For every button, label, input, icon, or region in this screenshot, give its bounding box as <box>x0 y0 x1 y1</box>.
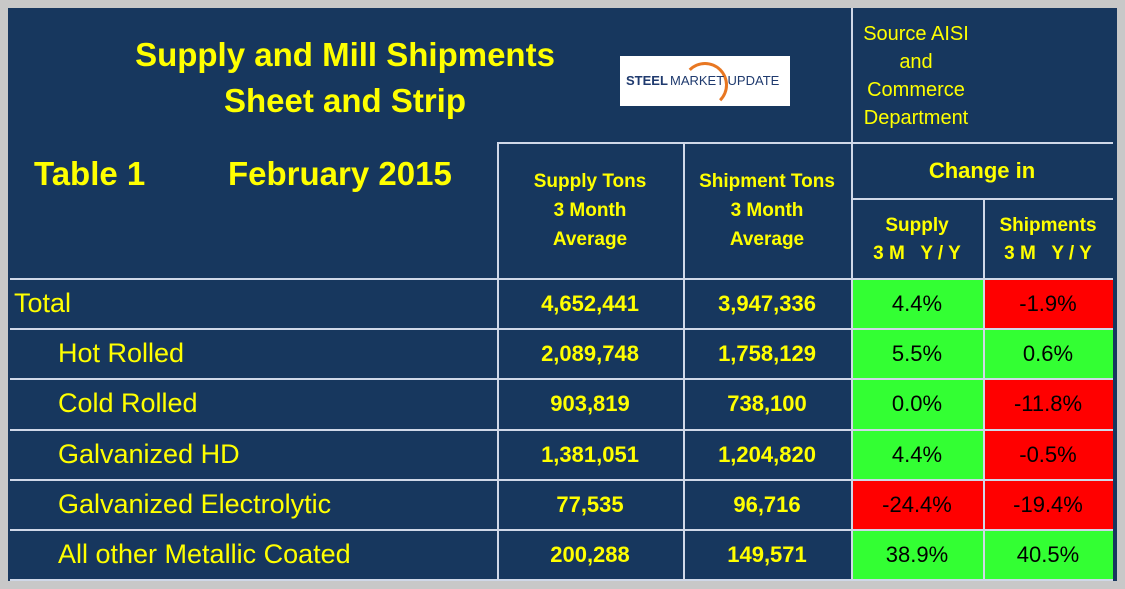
grid-line <box>497 142 499 579</box>
source: Source AISI <box>863 23 969 45</box>
change-cell <box>983 428 1113 479</box>
shipment-value: 1,758,129 <box>718 341 816 367</box>
row-label: Galvanized Electrolytic <box>58 488 332 519</box>
table-label: Table 1 <box>34 155 146 192</box>
column-header: 3 Month <box>730 200 804 221</box>
source: and <box>899 51 933 73</box>
change-cell <box>851 328 983 379</box>
grid-line <box>983 198 985 579</box>
logo-swoosh <box>682 62 728 108</box>
grid-line <box>851 8 853 579</box>
change-cell <box>851 529 983 580</box>
column-header: Shipment Tons <box>699 171 835 192</box>
source: Commerce <box>867 79 965 101</box>
grid-line <box>497 142 1113 144</box>
supply-value: 77,535 <box>556 491 624 517</box>
shipment-change: -1.9% <box>1019 291 1077 316</box>
grid-line <box>10 328 1113 331</box>
logo: STEEL MARKET UPDATE <box>620 56 790 108</box>
row-label: Galvanized HD <box>58 438 240 469</box>
grid-line <box>10 529 1113 531</box>
title: Sheet and Strip <box>223 82 467 119</box>
supply-value: 4,652,441 <box>541 291 639 316</box>
supply-value: 2,089,748 <box>541 341 639 367</box>
logo-text: MARKET UPDATE <box>670 73 780 88</box>
change-cell <box>983 478 1113 529</box>
change-cell <box>851 478 983 529</box>
supply-change: 4.4% <box>891 291 943 316</box>
shipment-value: 738,100 <box>727 391 807 417</box>
change-column-header: 3 M Y / Y <box>1004 243 1092 264</box>
column-header: 3 Month <box>553 200 627 221</box>
grid-line <box>10 278 1113 280</box>
shipment-value: 1,204,820 <box>718 441 816 467</box>
grid-line <box>10 428 1113 431</box>
change-cell <box>851 378 983 429</box>
shipment-value: 96,716 <box>733 491 801 517</box>
title: Supply and Mill Shipments <box>135 36 555 73</box>
change-cell <box>851 278 983 329</box>
column-header: Average <box>729 229 805 250</box>
supply-value: 1,381,051 <box>541 441 639 467</box>
change-cell <box>983 328 1113 379</box>
change-cell <box>983 529 1113 580</box>
column-header: Supply Tons <box>533 171 647 192</box>
period: February 2015 <box>228 155 452 192</box>
source: Department <box>863 107 969 129</box>
shipment-change: 40.5% <box>1016 542 1080 567</box>
row-label: Cold Rolled <box>58 388 198 419</box>
supply-value: 903,819 <box>550 391 630 417</box>
row-label: Hot Rolled <box>58 338 185 369</box>
supply-change: 38.9% <box>885 542 949 567</box>
change-column-header: Supply <box>885 215 949 236</box>
grid-line <box>683 142 685 579</box>
grid-line <box>10 478 1113 481</box>
change-cell <box>983 378 1113 429</box>
shipment-change: -19.4% <box>1013 491 1083 517</box>
row-label: All other Metallic Coated <box>58 539 351 569</box>
supply-change: 4.4% <box>891 441 943 467</box>
shipment-change: -0.5% <box>1019 441 1077 467</box>
change-column-header: 3 M Y / Y <box>873 243 961 264</box>
supply-change: 5.5% <box>891 341 943 367</box>
supply-change: -24.4% <box>882 491 952 517</box>
change-header: Change in <box>928 158 1036 183</box>
shipment-change: -11.8% <box>1013 391 1083 417</box>
row-label: Total <box>14 288 72 318</box>
change-cell <box>983 278 1113 329</box>
change-cell <box>851 428 983 479</box>
grid-line <box>851 198 1113 200</box>
logo-brand: STEEL <box>626 73 668 88</box>
supply-change: 0.0% <box>891 391 943 417</box>
shipment-value: 3,947,336 <box>718 291 816 316</box>
column-header: Average <box>552 229 628 250</box>
shipment-value: 149,571 <box>727 542 807 567</box>
grid-line <box>10 378 1113 381</box>
supply-value: 200,288 <box>550 542 630 567</box>
change-column-header: Shipments <box>999 215 1097 236</box>
shipment-change: 0.6% <box>1022 341 1074 367</box>
grid-line <box>10 579 1113 582</box>
